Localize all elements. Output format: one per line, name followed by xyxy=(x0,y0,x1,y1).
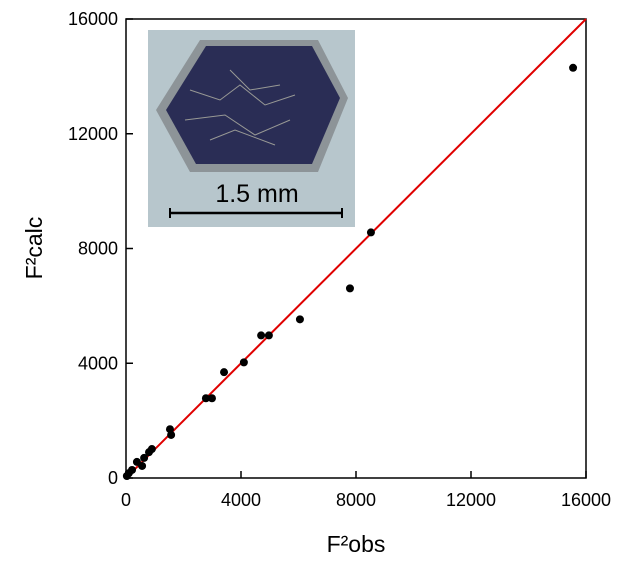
data-point xyxy=(296,315,304,323)
x-tick-label: 12000 xyxy=(446,490,496,510)
x-tick-label: 4000 xyxy=(221,490,261,510)
data-point xyxy=(133,458,141,466)
x-tick-label: 8000 xyxy=(336,490,376,510)
y-axis-label: F²calc xyxy=(21,217,47,280)
data-point xyxy=(569,64,577,72)
data-point xyxy=(123,472,131,480)
data-point xyxy=(265,331,273,339)
data-point xyxy=(140,454,148,462)
data-point xyxy=(257,331,265,339)
x-tick-label: 16000 xyxy=(561,490,611,510)
scale-label: 1.5 mm xyxy=(215,180,298,208)
page: 1.5 mm F²obs F²calc 0 4000 8000 12000 16000 0… xyxy=(0,0,634,563)
y-tick-label: 8000 xyxy=(78,239,118,259)
data-point xyxy=(346,284,354,292)
x-tick-label: 0 xyxy=(121,490,131,510)
y-tick-label: 0 xyxy=(108,468,118,488)
inset-photo: 1.5 mm xyxy=(148,30,355,227)
y-tick-label: 4000 xyxy=(78,353,118,373)
data-point xyxy=(167,431,175,439)
chart: 1.5 mm F²obs F²calc 0 4000 8000 12000 16000 0… xyxy=(0,0,634,558)
data-point xyxy=(220,368,228,376)
y-tick-label: 12000 xyxy=(68,124,118,144)
x-axis-label: F²obs xyxy=(327,531,386,557)
data-point xyxy=(240,358,248,366)
y-tick-label: 16000 xyxy=(68,9,118,29)
data-point xyxy=(202,394,210,402)
data-point xyxy=(367,228,375,236)
